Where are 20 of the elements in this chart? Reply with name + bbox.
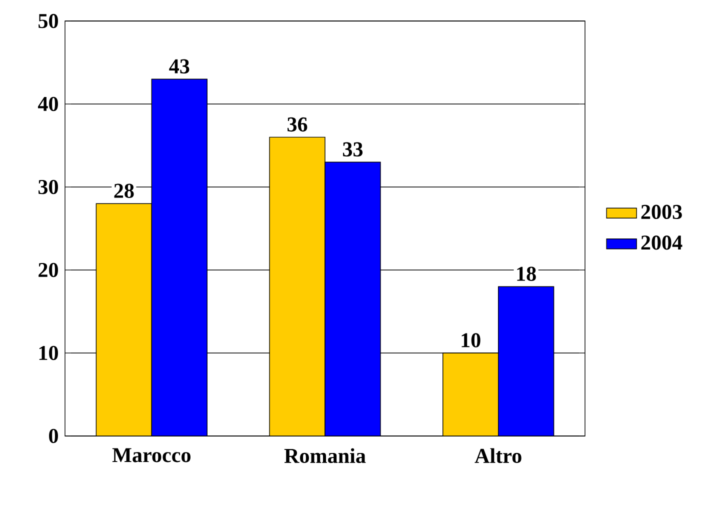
- y-tick-label: 0: [49, 428, 58, 444]
- x-tick-label: Romania: [284, 448, 366, 464]
- data-label: 28: [114, 184, 134, 198]
- y-tick-label: 20: [38, 262, 58, 278]
- data-label: 18: [517, 266, 536, 281]
- legend-label: 2004: [641, 236, 682, 250]
- y-tick-label: 30: [38, 180, 58, 194]
- x-tick-label: Altro: [474, 448, 522, 464]
- bar: [151, 78, 208, 436]
- legend-label: 2003: [641, 204, 682, 220]
- bar: [324, 162, 381, 436]
- y-tick-label: 40: [38, 96, 58, 112]
- data-label: 36: [288, 117, 308, 132]
- y-tick-label: 50: [38, 14, 58, 28]
- x-tick-label: Marocco: [112, 448, 190, 462]
- data-label: 43: [169, 59, 190, 74]
- data-label: 10: [462, 333, 480, 348]
- y-tick-label: 10: [39, 346, 58, 360]
- bar: [498, 286, 554, 436]
- data-label: 33: [342, 142, 363, 156]
